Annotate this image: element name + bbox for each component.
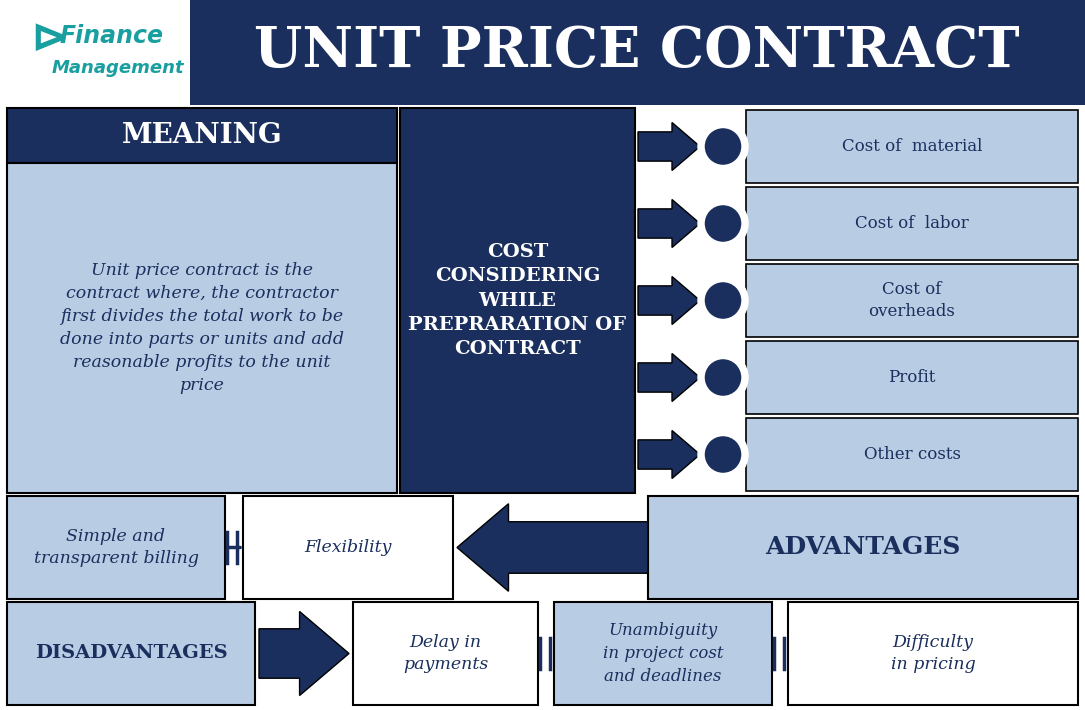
Text: Delay in
payments: Delay in payments [403,633,488,673]
FancyBboxPatch shape [243,496,454,599]
Polygon shape [638,123,700,170]
Circle shape [698,275,748,325]
Text: Simple and
transparent billing: Simple and transparent billing [34,528,199,567]
FancyBboxPatch shape [7,163,397,493]
Polygon shape [638,200,700,248]
FancyBboxPatch shape [353,602,538,705]
FancyBboxPatch shape [648,496,1078,599]
FancyBboxPatch shape [746,110,1078,183]
Circle shape [698,430,748,479]
Circle shape [703,204,743,244]
FancyBboxPatch shape [554,602,773,705]
Circle shape [703,280,743,320]
FancyBboxPatch shape [400,108,635,493]
Text: DISADVANTAGES: DISADVANTAGES [35,645,228,662]
Polygon shape [638,354,700,401]
Text: ⊳: ⊳ [30,16,67,60]
Text: Unit price contract is the
contract where, the contractor
first divides the tota: Unit price contract is the contract wher… [60,263,344,393]
Circle shape [703,357,743,398]
Circle shape [703,126,743,167]
Circle shape [703,435,743,474]
Text: Cost of  labor: Cost of labor [855,215,969,232]
FancyBboxPatch shape [746,341,1078,414]
Text: Finance: Finance [60,24,164,48]
Circle shape [698,199,748,248]
Text: Flexibility: Flexibility [304,539,392,556]
Polygon shape [638,430,700,479]
Circle shape [698,352,748,403]
FancyBboxPatch shape [7,496,225,599]
Text: Management: Management [52,59,184,77]
FancyBboxPatch shape [7,108,397,163]
Polygon shape [457,503,648,591]
Circle shape [698,121,748,172]
Polygon shape [638,276,700,324]
FancyBboxPatch shape [7,602,255,705]
FancyBboxPatch shape [746,187,1078,260]
Text: Profit: Profit [889,369,935,386]
Text: MEANING: MEANING [122,122,282,149]
Text: UNIT PRICE CONTRACT: UNIT PRICE CONTRACT [254,25,1020,80]
FancyBboxPatch shape [0,0,190,105]
FancyBboxPatch shape [0,0,1085,105]
Text: COST
CONSIDERING
WHILE
PREPRARATION OF
CONTRACT: COST CONSIDERING WHILE PREPRARATION OF C… [408,243,626,358]
Text: Difficulty
in pricing: Difficulty in pricing [891,633,975,673]
FancyBboxPatch shape [746,264,1078,337]
FancyBboxPatch shape [746,418,1078,491]
Text: ADVANTAGES: ADVANTAGES [765,535,960,559]
FancyBboxPatch shape [788,602,1078,705]
Text: Cost of
overheads: Cost of overheads [869,280,956,320]
Polygon shape [259,611,349,696]
Text: Other costs: Other costs [864,446,960,463]
Text: Cost of  material: Cost of material [842,138,982,155]
Text: Unambiguity
in project cost
and deadlines: Unambiguity in project cost and deadline… [603,622,724,685]
